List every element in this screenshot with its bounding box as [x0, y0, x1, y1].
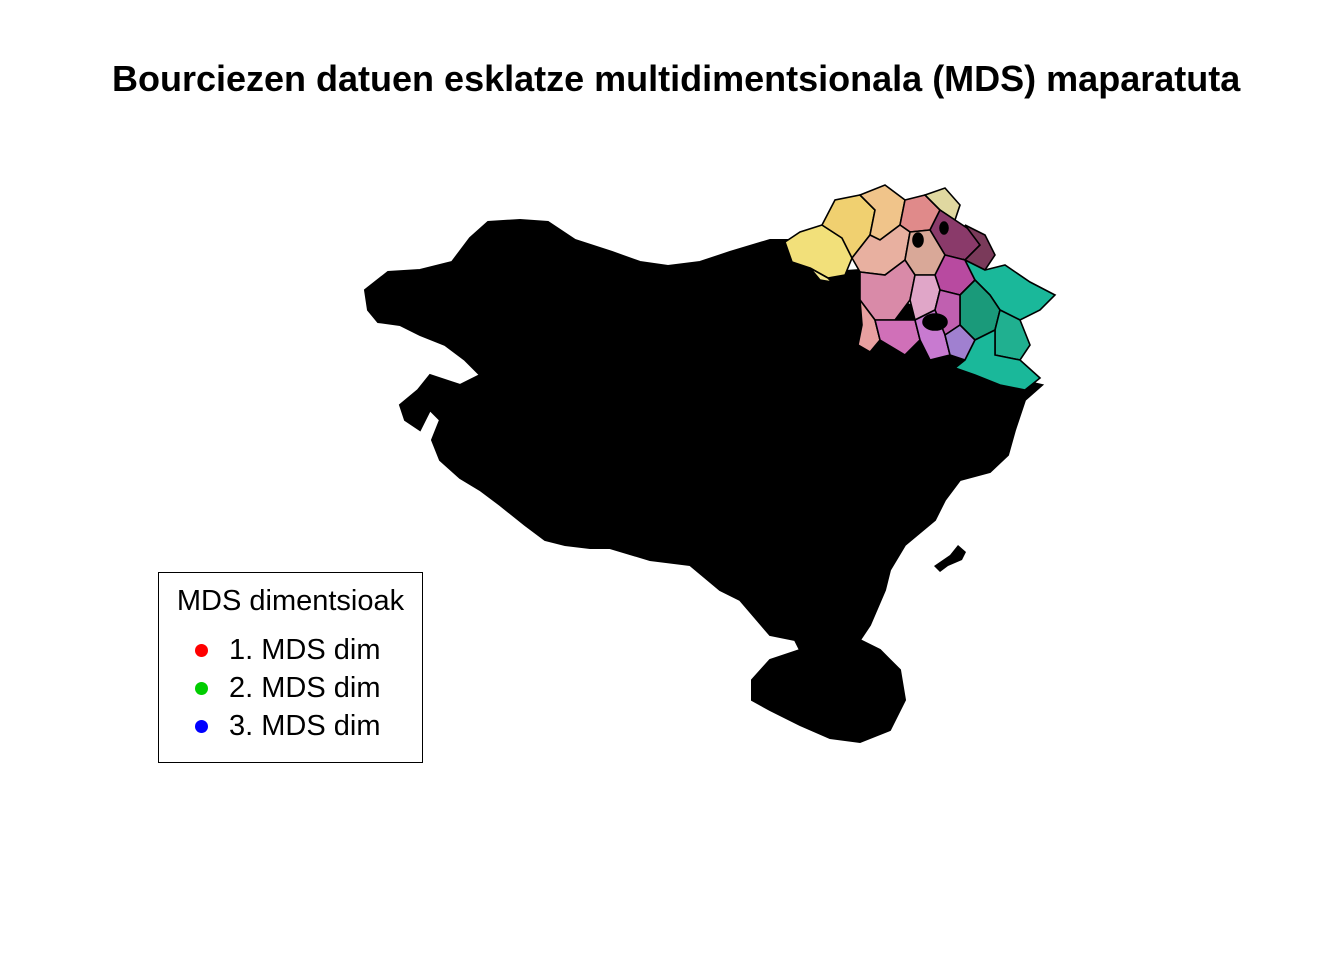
municipality [809, 267, 835, 284]
legend-dot-green [195, 681, 208, 695]
legend: MDS dimentsioak 1. MDS dim 2. MDS dim 3.… [158, 572, 423, 763]
black-enclave [922, 313, 948, 331]
coloured-municipalities [784, 184, 1057, 391]
black-enclave [939, 221, 949, 235]
legend-title: MDS dimentsioak [176, 585, 405, 617]
legend-item: 3. MDS dim [195, 709, 380, 743]
municipality [953, 328, 1042, 391]
legend-item: 2. MDS dim [195, 671, 380, 705]
black-enclave [912, 232, 924, 248]
legend-label: 1. MDS dim [229, 633, 381, 666]
municipality [784, 224, 853, 279]
municipality [923, 187, 961, 222]
page-title: Bourciezen datuen esklatze multidimentsi… [112, 58, 1241, 99]
legend-label: 3. MDS dim [229, 709, 381, 742]
legend-dot-red [195, 643, 208, 657]
legend-dot-blue [195, 719, 208, 733]
legend-item: 1. MDS dim [195, 633, 380, 667]
black-islet [934, 545, 966, 572]
legend-label: 2. MDS dim [229, 671, 381, 704]
black-region [363, 218, 1045, 744]
